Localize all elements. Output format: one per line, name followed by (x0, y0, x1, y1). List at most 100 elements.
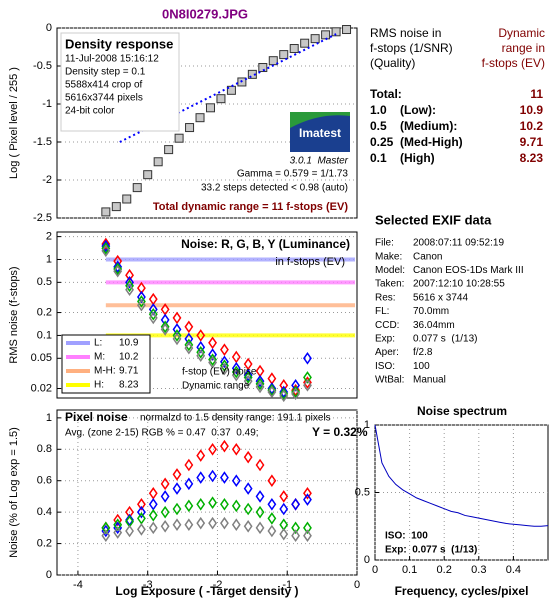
density-step (216, 94, 226, 104)
density-step (247, 69, 257, 79)
x-tick-label: -2 (213, 579, 223, 591)
noise-note: Dynamic range (182, 381, 250, 392)
noise-point (208, 516, 217, 530)
noise-point (125, 283, 134, 297)
y-tick-label: 0.05 (31, 352, 52, 364)
y-tick-label: -2.5 (33, 212, 52, 224)
summary-header: range in (502, 41, 545, 55)
summary-label: 0.25 (Med-High) (370, 135, 463, 149)
noise-point (172, 329, 182, 342)
y-tick-label: -0.5 (33, 60, 52, 72)
noise-point (172, 518, 182, 532)
noise-point (160, 505, 170, 519)
noise-point (208, 336, 217, 350)
noise-point (243, 450, 253, 464)
noise-point (291, 385, 301, 399)
noise-point (208, 469, 217, 483)
density-info: 11-Jul-2008 15:16:12 (65, 54, 159, 65)
noise-point (184, 458, 194, 472)
density-info: 5588x414 crop of (65, 80, 143, 91)
noise-point (231, 368, 241, 382)
exif-label: Exp: (375, 334, 395, 345)
legend-name: H: (94, 380, 104, 391)
noise-point (267, 382, 277, 395)
density-step (132, 183, 142, 193)
noise-point (160, 519, 170, 533)
noise-point (303, 376, 312, 389)
y-tick-label: 1 (364, 419, 370, 431)
noise-point (148, 521, 158, 535)
density-step (289, 44, 299, 54)
density-step (258, 63, 268, 73)
density-step (310, 34, 320, 44)
noise-point (243, 482, 253, 495)
noise-point (255, 458, 265, 472)
noise-point (184, 341, 194, 355)
y-axis-label: RMS noise (f-stops) (8, 266, 20, 363)
noise-point (184, 499, 194, 513)
x-tick-label: 0.4 (506, 564, 521, 576)
y-tick-label: 0.5 (37, 276, 52, 288)
noise-point (267, 383, 277, 397)
density-step (174, 133, 184, 143)
x-axis-label: Frequency, cycles/pixel (395, 584, 529, 598)
noise-point (196, 449, 206, 462)
y-tick-label: 0 (46, 22, 52, 34)
exif-label: Model: (375, 265, 405, 276)
noise-point (160, 323, 170, 336)
noise-point (172, 332, 182, 346)
noise-point (148, 508, 158, 522)
noise-point (220, 362, 229, 376)
density-info: 5616x3744 pixels (65, 93, 143, 104)
noise-point (243, 368, 253, 382)
noise-point (125, 524, 134, 538)
noise-point (208, 353, 217, 366)
density-title: Density response (65, 36, 173, 51)
noise-point (231, 365, 241, 379)
noise-point (267, 524, 277, 538)
noise-point (184, 477, 194, 491)
noise-point (101, 237, 111, 251)
exif-value: 100 (413, 361, 430, 372)
exif-value: 36.04mm (413, 320, 455, 331)
noise-point (303, 493, 312, 506)
noise-point (137, 523, 146, 536)
y-tick-label: 1 (46, 412, 52, 424)
noise-point (303, 486, 312, 500)
exif-label: Make: (375, 251, 402, 262)
density-step (122, 194, 132, 204)
legend-value: 9.71 (119, 366, 139, 377)
noise-point (267, 474, 277, 488)
noise-point (220, 355, 229, 369)
x-tick-label: 0.2 (437, 564, 452, 576)
y-tick-label: 0.4 (37, 506, 52, 518)
noise-point (303, 521, 312, 535)
noise-point (303, 351, 312, 365)
legend-value: 8.23 (119, 380, 139, 391)
noise-point (137, 295, 146, 308)
noise-point (160, 490, 170, 503)
noise-point (291, 383, 301, 397)
density-info: Density step = 0.1 (65, 67, 146, 78)
density-info: 24-bit color (65, 106, 115, 117)
noise-point (208, 442, 217, 456)
noise-point (172, 468, 182, 481)
legend-name: L: (94, 338, 102, 349)
x-tick-label: 0 (354, 579, 360, 591)
noise-point (220, 497, 229, 511)
noise-point (279, 490, 289, 503)
legend-value: 10.9 (119, 338, 139, 349)
y-axis-label: Log ( Pixel level / 255 ) (8, 67, 20, 179)
noise-point (160, 320, 170, 334)
noise-point (243, 371, 253, 384)
summary-value: 11 (530, 87, 543, 101)
noise-point (279, 385, 289, 399)
pixel-noise-avg: Avg. (zone 2-15) RGB % = 0.47 0.37 0.49; (65, 428, 259, 439)
noise-point (279, 502, 289, 516)
density-step (279, 50, 289, 60)
density-step (321, 30, 331, 40)
noise-point (148, 303, 158, 316)
pixel-noise-subtitle: normalzd to 1.5 density range: 191.1 pix… (140, 413, 331, 424)
noise-point (220, 471, 229, 484)
noise-point (137, 298, 146, 312)
